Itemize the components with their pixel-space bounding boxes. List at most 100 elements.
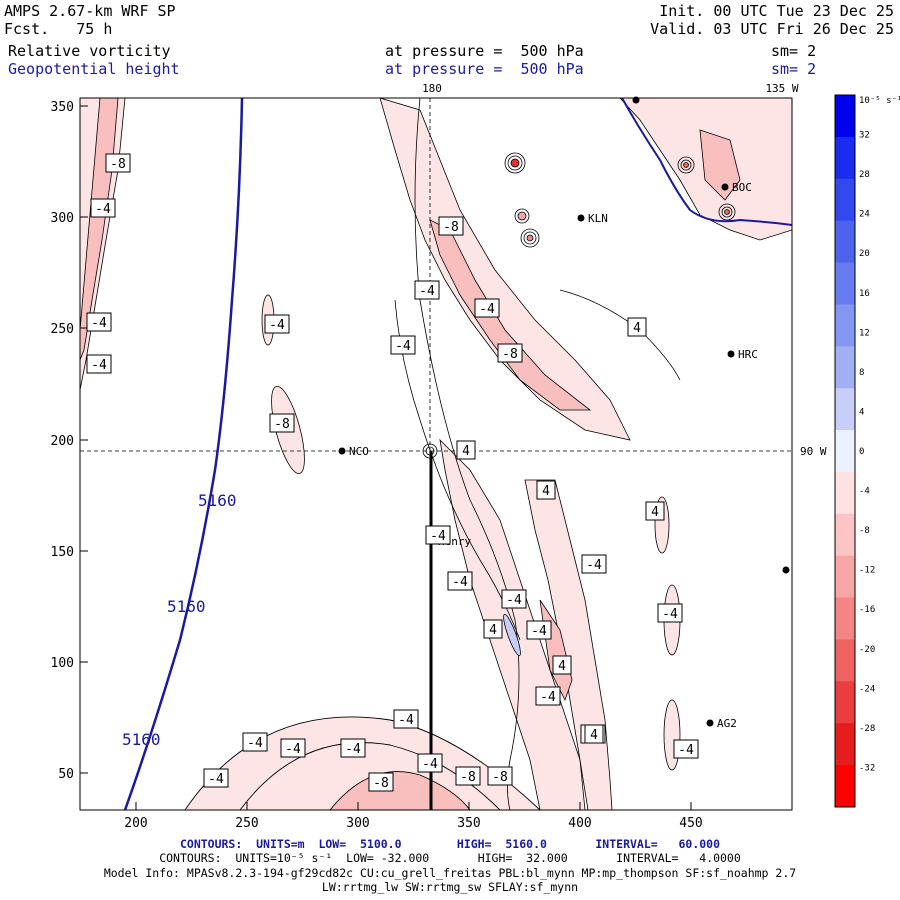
vorticity-label-box <box>86 354 112 374</box>
vorticity-contour-label: -4 <box>269 318 285 333</box>
meridian-label-180: 180 <box>422 82 442 95</box>
station-label: HRC <box>738 348 758 361</box>
colorbar-label: -8 <box>859 526 870 536</box>
vorticity-label-box <box>438 216 464 236</box>
vorticity-label-box <box>483 619 503 639</box>
vorticity-label-box <box>657 603 683 623</box>
vorticity-label-box <box>645 501 665 521</box>
colorbar-label: -28 <box>859 724 875 734</box>
vorticity-label-box <box>280 738 306 758</box>
vorticity-negative-region <box>379 98 631 441</box>
y-tick-label: 300 <box>51 211 74 226</box>
station-marker <box>727 350 735 358</box>
station-marker <box>577 214 585 222</box>
vorticity-contour-label: -4 <box>91 316 107 331</box>
vorticity-contour-line <box>414 98 520 810</box>
height-contour-label: 5160 <box>167 597 206 616</box>
y-tick-label: 150 <box>51 545 74 560</box>
station-label: AG2 <box>717 717 737 730</box>
footer-vorticity-contours: CONTOURS: UNITS=10⁻⁵ s⁻¹ LOW= -32.000 HI… <box>159 851 741 865</box>
station-marker <box>721 183 729 191</box>
vorticity-label-box <box>393 709 419 729</box>
coastline <box>621 98 792 226</box>
vorticity-contour-label: -8 <box>492 770 508 785</box>
vorticity-contour-label: -4 <box>345 742 361 757</box>
y-tick-label: 200 <box>51 434 74 449</box>
vorticity-contour-label: -4 <box>419 284 435 299</box>
vorticity-label-box <box>105 153 131 173</box>
colorbar-label: -24 <box>859 684 875 694</box>
vorticity-contour-labels: -8 -4 -8 -4 -4 -4 -4 -4 -8 4 -4 -8 4 4 4 -4 -4 -4 -4 -4 4 -4 4… <box>86 153 699 792</box>
field1-name: Relative vorticity <box>8 42 171 60</box>
station-label: KLN <box>588 212 608 225</box>
forecast-hour: Fcst. 75 h <box>4 20 113 38</box>
vorticity-contour-label: -4 <box>422 757 438 772</box>
colorbar-swatch <box>835 513 855 557</box>
y-tick-label: 100 <box>51 656 74 671</box>
vorticity-label-box <box>536 480 556 500</box>
vorticity-contour-label: -4 <box>398 713 414 728</box>
vorticity-contour-label: -4 <box>479 302 495 317</box>
height-contour-label: 5160 <box>198 491 237 510</box>
vorticity-contour-label: -8 <box>274 417 290 432</box>
colorbar-swatch <box>835 346 855 389</box>
vorticity-contour-label: 4 <box>651 505 659 520</box>
vorticity-label-box <box>455 766 481 786</box>
field1-level: at pressure = 500 hPa <box>385 42 584 60</box>
vorticity-contour-label: -8 <box>373 776 389 791</box>
x-tick-label: 300 <box>346 816 369 831</box>
station-label: BOC <box>732 181 752 194</box>
vorticity-contour-label: 4 <box>590 728 598 743</box>
colorbar-label: 32 <box>859 131 870 141</box>
map-field-layer <box>80 98 792 810</box>
vorticity-contour-label: 4 <box>489 623 497 638</box>
vorticity-label-box <box>264 314 290 334</box>
parallel-label-90w: 90 W <box>800 445 827 458</box>
init-time: Init. 00 UTC Tue 23 Dec 25 <box>659 2 894 20</box>
colorbar-swatch <box>835 95 855 138</box>
vorticity-label-box <box>368 772 394 792</box>
vorticity-contour-label: -4 <box>662 607 678 622</box>
colorbar-label: 28 <box>859 170 870 180</box>
vorticity-negative-region <box>699 129 741 201</box>
vorticity-contour-label: -4 <box>452 575 468 590</box>
vorticity-contour-label: 4 <box>558 659 566 674</box>
vorticity-negative-region <box>429 219 592 411</box>
colorbar-label: -16 <box>859 605 875 615</box>
plot-frame <box>79 97 793 811</box>
vorticity-contour-label: 4 <box>542 484 550 499</box>
vorticity-negative-region <box>329 771 471 810</box>
vorticity-contour-label: -4 <box>531 624 547 639</box>
vorticity-label-box <box>535 686 561 706</box>
vorticity-label-box <box>474 298 500 318</box>
station-label: NCO <box>349 445 369 458</box>
colorbar-swatch <box>835 597 855 640</box>
vorticity-label-box <box>425 525 451 545</box>
colorbar-label: -32 <box>859 763 875 773</box>
y-tick-label: 50 <box>58 767 74 782</box>
colorbar-swatch <box>835 555 855 599</box>
colorbar-label: -20 <box>859 645 875 655</box>
vorticity-label-box <box>90 198 116 218</box>
vorticity-label-box <box>417 753 443 773</box>
vorticity-contour-label: -8 <box>110 157 126 172</box>
station-marker <box>632 96 640 104</box>
colorbar-swatch <box>835 136 855 180</box>
vorticity-contour-label: 4 <box>633 321 641 336</box>
vorticity-contour-label: -4 <box>208 772 224 787</box>
colorbar-label: -4 <box>859 487 870 497</box>
y-tick-label: 250 <box>51 322 74 337</box>
vorticity-label-box <box>340 738 366 758</box>
vorticity-label-box <box>497 343 523 363</box>
vorticity-label-box <box>581 554 607 574</box>
footer-model-info: Model Info: MPASv8.2.3-194-gf29cd82c CU:… <box>103 866 797 880</box>
vorticity-label-box <box>501 589 527 609</box>
y-tick-label: 350 <box>51 100 74 115</box>
colorbar-swatch <box>835 639 855 682</box>
vorticity-contour-line <box>394 299 521 641</box>
vorticity-label-box <box>673 739 699 759</box>
vorticity-positive-region <box>503 613 521 657</box>
vorticity-contour-label: -8 <box>502 347 518 362</box>
height-contour-label: 5160 <box>122 730 161 749</box>
